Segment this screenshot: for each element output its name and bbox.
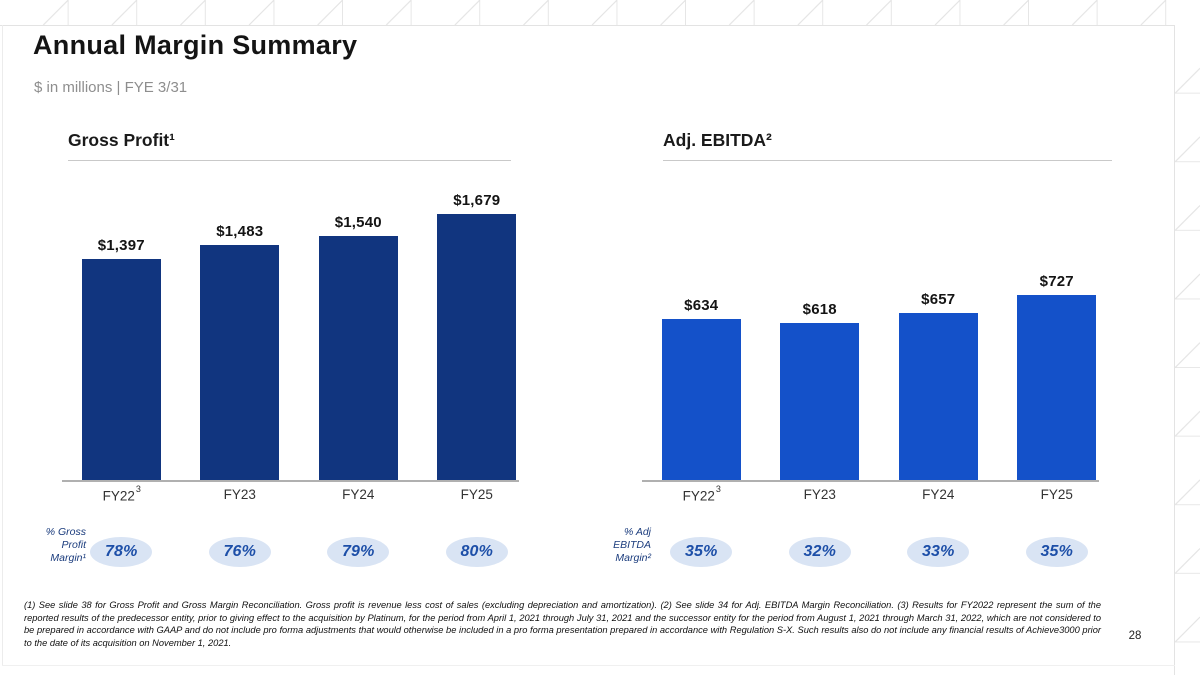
margin-label-line: % Gross bbox=[45, 526, 86, 538]
content-border-left bbox=[2, 25, 3, 666]
margin-badges-row: 35% 32% 33% 35% bbox=[642, 537, 1116, 567]
x-axis bbox=[642, 480, 1099, 482]
category-footnote-sup: 3 bbox=[715, 484, 721, 494]
bar bbox=[318, 236, 398, 480]
slide-subtitle: $ in millions | FYE 3/31 bbox=[34, 79, 188, 96]
bar-value-label: $727 bbox=[1039, 273, 1074, 290]
top-triangle-pattern bbox=[0, 0, 1200, 25]
bar-value-label: $1,540 bbox=[334, 214, 382, 231]
bar-slot: $634 bbox=[642, 297, 761, 480]
bars-container: $1,397 $1,483 $1,540 $1,679 bbox=[62, 185, 536, 480]
margin-badge: 35% bbox=[1025, 537, 1088, 567]
margin-badge: 32% bbox=[788, 537, 851, 567]
categories-row: FY223 FY23 FY24 FY25 bbox=[62, 484, 536, 504]
bar-slot: $1,397 bbox=[62, 237, 181, 480]
page-title: Annual Margin Summary bbox=[33, 30, 358, 60]
chart-title: Gross Profit¹ bbox=[68, 130, 511, 161]
bar-value-label: $1,679 bbox=[453, 192, 501, 209]
bar-value-label: $618 bbox=[802, 301, 837, 318]
margin-badges-row: 78% 76% 79% 80% bbox=[62, 537, 536, 567]
category-label: FY23 bbox=[223, 487, 256, 502]
badge-slot: 35% bbox=[998, 537, 1117, 567]
bar bbox=[661, 319, 741, 480]
adj-ebitda-chart: Adj. EBITDA² $634 $618 $657 $727 FY223 FY23 F… bbox=[642, 130, 1116, 590]
bar-value-label: $1,397 bbox=[97, 237, 145, 254]
category-label: FY25 bbox=[460, 487, 493, 502]
bar-value-label: $1,483 bbox=[216, 223, 264, 240]
ebitda-margin-row-label: % Adj EBITDA Margin² bbox=[585, 526, 651, 565]
bar bbox=[200, 245, 280, 480]
chart-title: Adj. EBITDA² bbox=[663, 130, 1112, 161]
badge-slot: 78% bbox=[62, 537, 181, 567]
badge-slot: 79% bbox=[299, 537, 418, 567]
bar bbox=[898, 313, 978, 480]
footnote: (1) See slide 38 for Gross Profit and Gr… bbox=[24, 600, 1101, 648]
bar-slot: $727 bbox=[998, 273, 1117, 480]
margin-badge: 35% bbox=[670, 537, 733, 567]
margin-label-line: EBITDA bbox=[613, 539, 651, 551]
bar bbox=[780, 323, 860, 480]
category-label: FY24 bbox=[342, 487, 375, 502]
margin-badge: 79% bbox=[327, 537, 390, 567]
category-label: FY223 bbox=[102, 484, 141, 504]
category-label: FY223 bbox=[682, 484, 721, 504]
badge-slot: 35% bbox=[642, 537, 761, 567]
category-label: FY24 bbox=[922, 487, 955, 502]
category-label: FY25 bbox=[1040, 487, 1073, 502]
gross-profit-chart: Gross Profit¹ $1,397 $1,483 $1,540 $1,679 F… bbox=[62, 130, 536, 590]
right-triangle-pattern bbox=[1175, 25, 1200, 675]
bar-value-label: $657 bbox=[921, 291, 956, 308]
content-border-bottom bbox=[2, 665, 1175, 666]
category-footnote-sup: 3 bbox=[135, 484, 141, 494]
margin-label-line: Margin² bbox=[615, 552, 651, 564]
margin-badge: 80% bbox=[445, 537, 508, 567]
bar-slot: $1,540 bbox=[299, 214, 418, 480]
bar-slot: $1,679 bbox=[418, 192, 537, 480]
badge-slot: 33% bbox=[879, 537, 998, 567]
bars-container: $634 $618 $657 $727 bbox=[642, 185, 1116, 480]
category-label: FY23 bbox=[803, 487, 836, 502]
margin-badge: 78% bbox=[90, 537, 153, 567]
bar-slot: $618 bbox=[761, 301, 880, 480]
content-border-top bbox=[0, 25, 1175, 26]
margin-badge: 33% bbox=[907, 537, 970, 567]
content-border-right bbox=[1174, 25, 1175, 675]
bar bbox=[437, 214, 517, 480]
badge-slot: 80% bbox=[418, 537, 537, 567]
gross-margin-row-label: % Gross Profit Margin¹ bbox=[20, 526, 86, 565]
bar-slot: $1,483 bbox=[181, 223, 300, 480]
margin-label-line: Profit bbox=[61, 539, 86, 551]
bar-value-label: $634 bbox=[684, 297, 719, 314]
bar bbox=[1017, 295, 1097, 480]
x-axis bbox=[62, 480, 519, 482]
categories-row: FY223 FY23 FY24 FY25 bbox=[642, 484, 1116, 504]
margin-badge: 76% bbox=[208, 537, 271, 567]
bar-slot: $657 bbox=[879, 291, 998, 480]
badge-slot: 76% bbox=[181, 537, 300, 567]
margin-label-line: % Adj bbox=[623, 526, 651, 538]
margin-label-line: Margin¹ bbox=[50, 552, 86, 564]
bar bbox=[81, 259, 161, 480]
page-number: 28 bbox=[1128, 630, 1142, 642]
badge-slot: 32% bbox=[761, 537, 880, 567]
